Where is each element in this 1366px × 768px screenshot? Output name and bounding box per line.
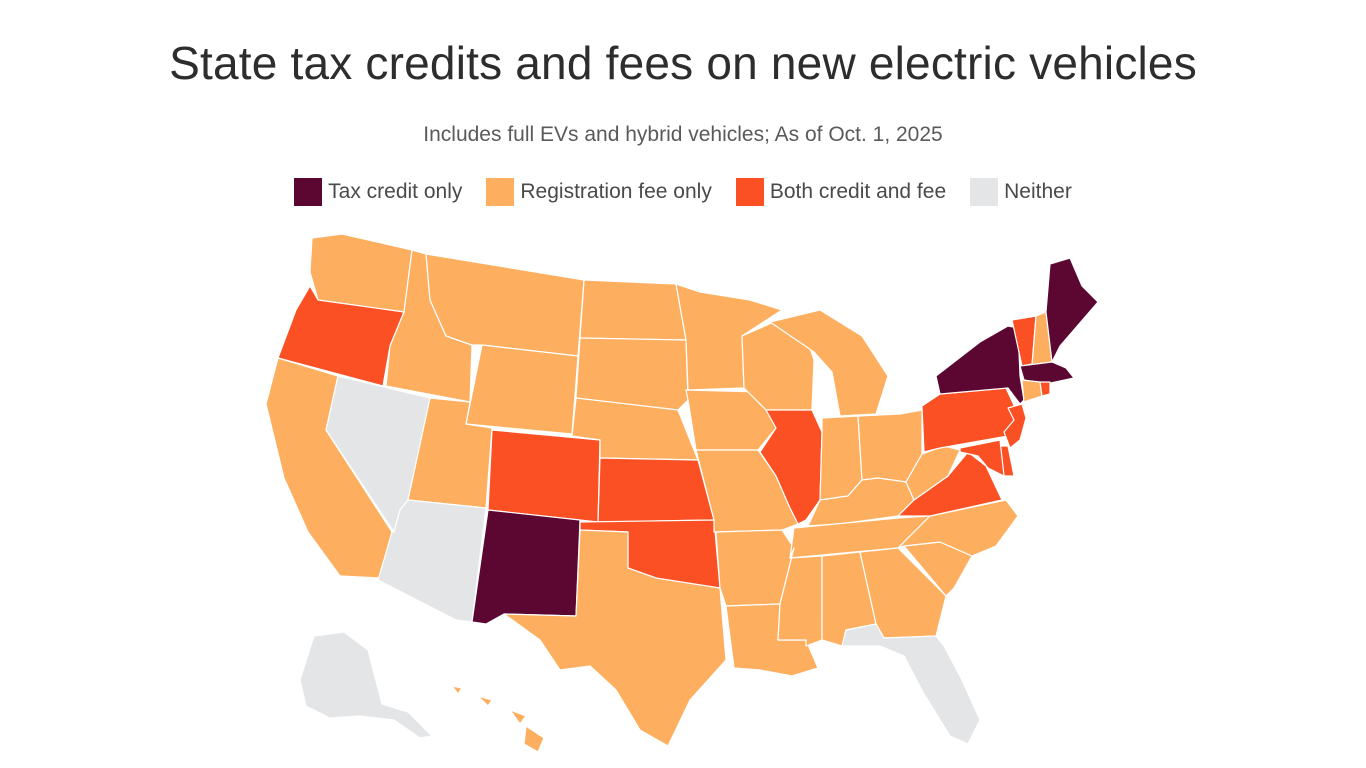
legend-item-fee: Registration fee only xyxy=(486,178,712,206)
state-FL xyxy=(841,623,981,745)
state-PA xyxy=(921,387,1019,453)
state-MI xyxy=(769,309,889,417)
legend-swatch-both xyxy=(735,178,764,206)
map-title: State tax credits and fees on new electr… xyxy=(169,37,1197,89)
state-OR xyxy=(277,285,405,387)
legend-swatch-neither xyxy=(970,178,999,206)
legend-swatch-credit xyxy=(294,178,323,206)
state-WA xyxy=(309,233,413,313)
state-SD xyxy=(575,337,689,411)
legend-item-both: Both credit and fee xyxy=(735,178,947,206)
state-CT xyxy=(1021,379,1043,403)
state-NY xyxy=(935,325,1025,405)
state-AZ xyxy=(377,499,487,623)
state-MD xyxy=(959,439,1005,477)
state-IL xyxy=(759,409,823,525)
state-AK xyxy=(299,631,433,739)
legend-label-fee: Registration fee only xyxy=(520,180,712,203)
state-NM xyxy=(471,509,581,625)
legend: Tax credit only Registration fee only Bo… xyxy=(0,178,1366,206)
legend-item-credit: Tax credit only xyxy=(294,178,462,206)
legend-label-credit: Tax credit only xyxy=(328,180,463,203)
state-KS xyxy=(597,457,715,523)
legend-item-neither: Neither xyxy=(970,178,1072,206)
state-RI xyxy=(1039,381,1051,397)
legend-swatch-fee xyxy=(486,178,515,206)
legend-label-neither: Neither xyxy=(1004,180,1072,203)
state-ND xyxy=(579,279,687,341)
legend-label-both: Both credit and fee xyxy=(769,180,947,203)
state-HI xyxy=(451,685,545,753)
map-subtitle: Includes full EVs and hybrid vehicles; A… xyxy=(423,123,943,146)
state-WY xyxy=(465,344,579,435)
state-CO xyxy=(487,429,601,523)
state-TX xyxy=(503,529,727,747)
state-NJ xyxy=(1003,403,1027,449)
state-ME xyxy=(1045,257,1099,363)
